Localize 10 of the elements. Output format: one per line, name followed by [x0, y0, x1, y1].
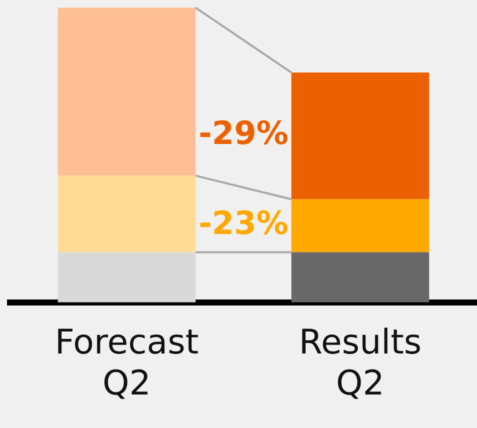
bar	[58, 8, 196, 176]
x-tick-label: Forecast Q2	[54, 322, 199, 404]
bar	[291, 199, 430, 252]
annotation: -23%	[198, 204, 288, 242]
annotation: -29%	[198, 114, 288, 152]
bar	[291, 72, 430, 200]
x-tick-label: Results Q2	[298, 322, 422, 404]
bar	[291, 252, 430, 302]
bar	[58, 252, 196, 302]
bar	[58, 176, 196, 252]
